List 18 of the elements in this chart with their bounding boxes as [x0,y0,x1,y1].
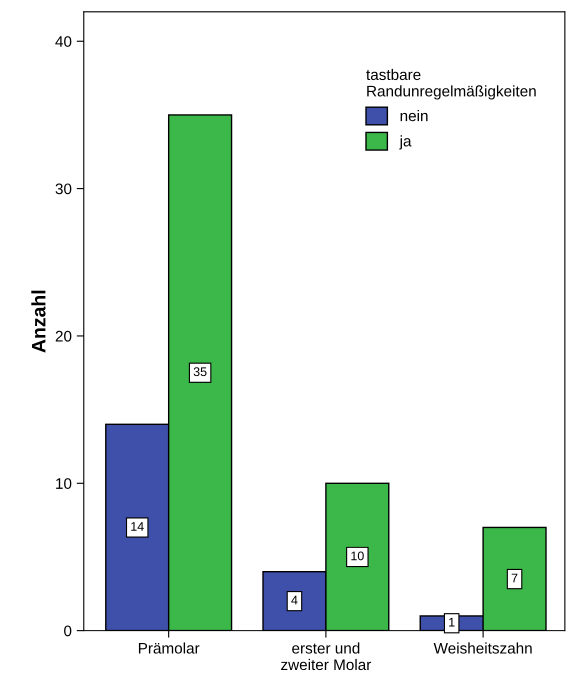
legend-label: nein [400,110,428,122]
y-tick-label: 40 [55,36,72,47]
y-tick-label: 30 [56,183,72,194]
data-label: 1 [449,618,455,626]
x-tick-label: Prämolar [138,642,200,654]
data-label: 35 [194,367,207,376]
data-label: 14 [131,522,144,531]
data-label: 4 [291,596,298,604]
data-label: 7 [512,574,518,582]
legend-title: tastbare Randunregelmäßigkeiten [366,68,536,100]
x-tick-label: erster und zweiter Molar [281,642,372,670]
y-tick-label: 0 [64,626,72,636]
y-tick-label: 10 [56,478,72,489]
y-tick-label: 20 [56,330,72,342]
data-label: 10 [351,551,364,560]
legend-label: ja [399,135,412,150]
x-tick-label: Weisheitszahn [434,642,532,654]
y-axis-title: Anzahl [31,290,46,353]
